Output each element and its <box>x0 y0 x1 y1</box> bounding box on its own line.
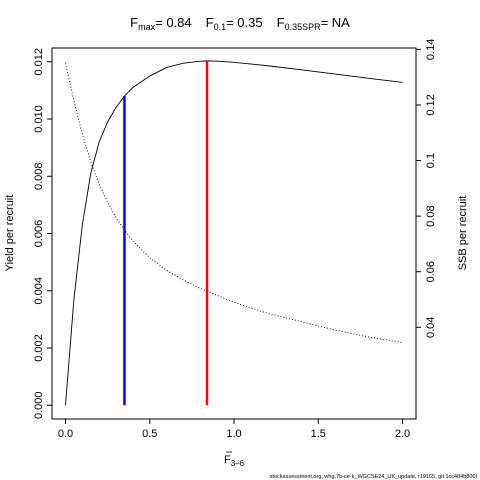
plot-frame <box>51 47 417 420</box>
y-tick-label: 0.008 <box>33 162 45 190</box>
x-tick-label: 2.0 <box>395 428 410 440</box>
title-f01-value: = 0.35 <box>226 15 263 30</box>
title-fmax-base: F <box>130 15 138 30</box>
x-axis-title-sub: 3–6 <box>231 459 245 468</box>
y2-tick-label: 0.08 <box>425 205 437 226</box>
x-tick-label: 1.0 <box>226 428 241 440</box>
y2-tick-label: 0.06 <box>425 261 437 282</box>
title-fspr-sub: 0.35SPR <box>285 22 322 32</box>
y-tick-label: 0.000 <box>33 391 45 419</box>
y-tick-label: 0.002 <box>33 334 45 362</box>
y-tick-label: 0.006 <box>33 220 45 248</box>
title-fspr-base: F <box>277 15 285 30</box>
x-tick-label: 1.5 <box>311 428 326 440</box>
yield-per-recruit-line <box>65 60 403 406</box>
y-tick-label: 0.012 <box>33 48 45 76</box>
chart-title: Fmax= 0.84 F0.1= 0.35 F0.35SPR= NA <box>130 15 350 32</box>
x-tick-label: 0.0 <box>58 428 73 440</box>
x-axis-title-base: F <box>224 454 231 466</box>
title-fspr-value: = NA <box>321 15 351 30</box>
y2-axis-title: SSB per recruit <box>457 196 469 271</box>
y2-tick-label: 0.14 <box>425 39 437 60</box>
title-f01-base: F <box>206 15 214 30</box>
y-tick-label: 0.004 <box>33 277 45 305</box>
ssb-per-recruit-line <box>65 63 403 344</box>
footer-provenance: stockassessment.org, whg.7b-ce-k_WGCSE24… <box>270 474 478 480</box>
title-fmax-sub: max <box>138 22 156 32</box>
y-axis-title: Yield per recruit <box>4 195 16 272</box>
y-tick-label: 0.010 <box>33 105 45 133</box>
x-axis-title: F3–6 <box>224 454 245 468</box>
x-tick-label: 0.5 <box>142 428 157 440</box>
y2-tick-label: 0.04 <box>425 317 437 338</box>
y2-tick-label: 0.1 <box>425 153 437 168</box>
title-f01-sub: 0.1 <box>214 22 227 32</box>
title-fmax-value: = 0.84 <box>155 15 192 30</box>
y2-tick-label: 0.12 <box>425 94 437 115</box>
